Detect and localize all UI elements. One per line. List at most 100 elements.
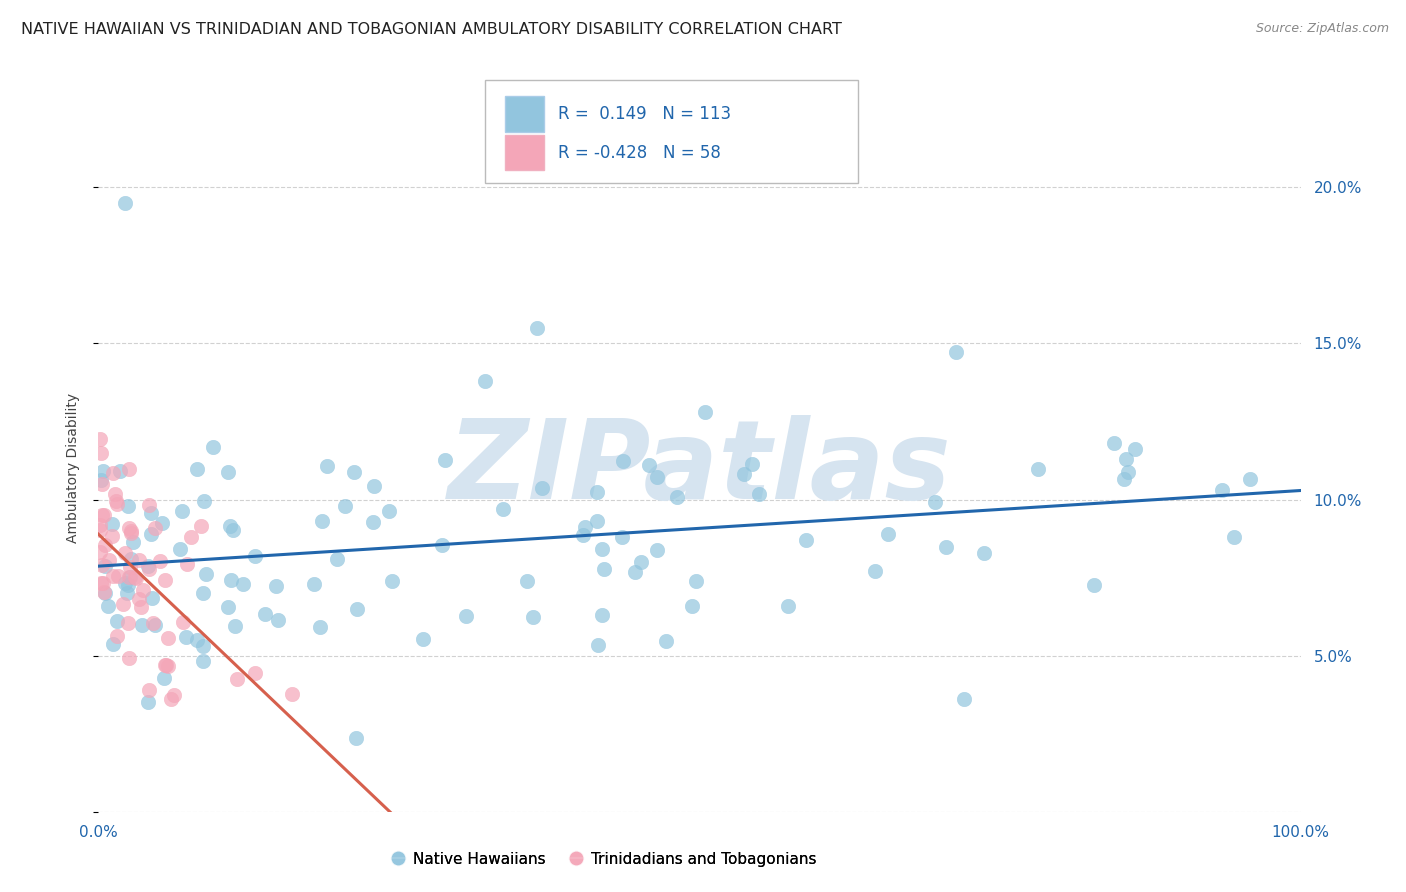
Point	[108, 464, 131, 478]
Point	[114, 576, 136, 591]
Point	[101, 466, 124, 480]
Point	[129, 600, 152, 615]
Point	[346, 602, 368, 616]
Y-axis label: Ambulatory Disability: Ambulatory Disability	[66, 393, 80, 543]
Point	[118, 569, 141, 583]
Point	[1239, 473, 1261, 487]
Point	[666, 490, 689, 504]
Point	[311, 515, 333, 529]
Point	[105, 629, 128, 643]
Point	[111, 598, 134, 612]
Text: NATIVE HAWAIIAN VS TRINIDADIAN AND TOBAGONIAN AMBULATORY DISABILITY CORRELATION : NATIVE HAWAIIAN VS TRINIDADIAN AND TOBAG…	[21, 22, 842, 37]
Point	[190, 519, 212, 533]
Point	[139, 527, 162, 541]
Point	[97, 553, 120, 567]
Text: ZIPatlas: ZIPatlas	[447, 415, 952, 522]
Point	[225, 673, 247, 687]
Point	[924, 495, 946, 509]
Point	[526, 320, 548, 334]
Point	[343, 465, 366, 479]
Point	[118, 462, 141, 476]
Point	[794, 533, 817, 547]
Point	[522, 610, 544, 624]
Point	[218, 519, 240, 533]
Point	[104, 493, 127, 508]
Point	[778, 599, 800, 614]
Legend: Native Hawaiians, Trinidadians and Tobagonians: Native Hawaiians, Trinidadians and Tobag…	[384, 846, 823, 872]
Point	[1083, 578, 1105, 592]
Point	[456, 609, 478, 624]
Point	[630, 555, 652, 569]
Point	[361, 515, 384, 529]
Point	[1115, 451, 1137, 466]
Point	[91, 576, 114, 591]
Point	[136, 559, 159, 574]
Point	[217, 600, 239, 615]
Point	[1116, 465, 1139, 479]
Point	[128, 592, 150, 607]
Point	[90, 473, 112, 487]
Point	[492, 502, 515, 516]
Point	[117, 578, 139, 592]
Point	[876, 526, 898, 541]
Point	[172, 615, 194, 629]
Point	[530, 481, 553, 495]
Point	[93, 508, 115, 523]
Point	[432, 538, 454, 552]
Point	[114, 195, 136, 210]
Point	[117, 585, 139, 599]
Point	[150, 516, 173, 530]
Point	[105, 497, 128, 511]
Point	[610, 530, 633, 544]
Point	[654, 633, 676, 648]
Point	[264, 579, 287, 593]
Point	[194, 567, 217, 582]
Point	[433, 453, 456, 467]
Point	[201, 440, 224, 454]
Point	[695, 405, 717, 419]
Point	[953, 692, 976, 706]
Text: Source: ZipAtlas.com: Source: ZipAtlas.com	[1256, 22, 1389, 36]
Point	[105, 614, 128, 628]
Point	[93, 585, 115, 599]
Point	[101, 517, 124, 532]
Point	[232, 577, 254, 591]
Point	[945, 345, 967, 359]
Point	[381, 574, 404, 588]
Point	[335, 499, 357, 513]
Point	[176, 557, 198, 571]
Point	[586, 514, 609, 528]
Point	[131, 582, 153, 597]
Point	[316, 459, 339, 474]
Point	[412, 632, 434, 646]
Point	[117, 500, 139, 514]
Point	[586, 639, 609, 653]
Point	[363, 479, 385, 493]
Point	[163, 689, 186, 703]
Point	[193, 654, 215, 668]
Point	[100, 529, 122, 543]
Point	[104, 486, 127, 500]
Point	[217, 466, 239, 480]
Point	[153, 574, 176, 588]
Point	[516, 574, 538, 588]
Point	[973, 546, 995, 560]
Point	[1102, 436, 1125, 450]
Point	[89, 518, 111, 533]
Point	[136, 696, 159, 710]
Point	[224, 619, 246, 633]
Point	[748, 487, 770, 501]
Point	[114, 546, 136, 560]
Point	[243, 665, 266, 680]
Point	[174, 630, 197, 644]
Point	[120, 551, 142, 566]
Point	[120, 525, 142, 540]
Point	[97, 599, 120, 613]
Point	[281, 687, 304, 701]
Point	[733, 467, 755, 481]
Point	[574, 520, 596, 534]
Text: R =  0.149   N = 113: R = 0.149 N = 113	[558, 105, 731, 123]
Point	[645, 470, 668, 484]
Point	[128, 553, 150, 567]
Point	[344, 731, 367, 746]
